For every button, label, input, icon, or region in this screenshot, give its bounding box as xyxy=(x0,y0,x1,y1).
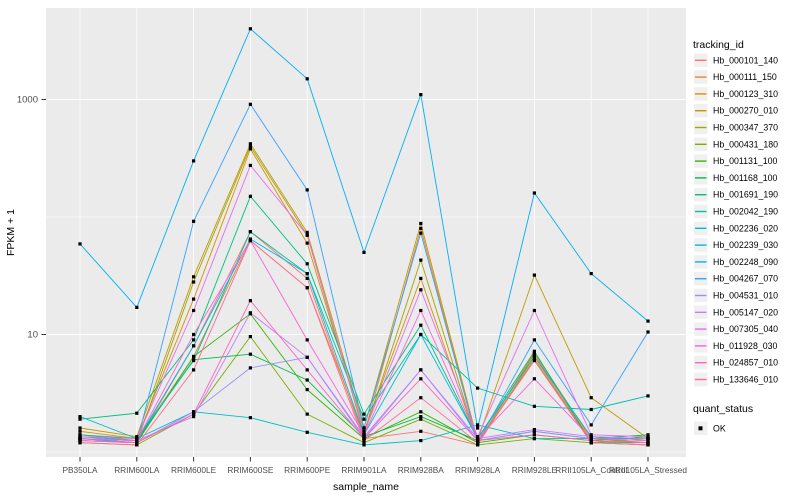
axis-ticks xyxy=(41,99,649,462)
svg-text:RRIM600LE: RRIM600LE xyxy=(171,465,217,475)
legend-item-Hb_011928_030: Hb_011928_030 xyxy=(694,339,778,353)
legend-item-label: Hb_005147_020 xyxy=(713,307,778,317)
legend-item-label: Hb_000101_140 xyxy=(713,55,778,65)
y-axis-title: FPKM + 1 xyxy=(5,209,17,256)
legend-item-label: Hb_011928_030 xyxy=(713,341,778,351)
quant-legend-item: OK xyxy=(694,421,726,435)
legend-tracking-id: tracking_id Hb_000101_140 Hb_000111_150 Hb_… xyxy=(693,39,778,387)
gridlines xyxy=(46,8,686,457)
y-axis-tick-labels: 10 1000 xyxy=(17,95,38,341)
legend-item-Hb_002042_190: Hb_002042_190 xyxy=(694,204,778,219)
plot-panel xyxy=(46,8,686,457)
legend-item-Hb_000270_010: Hb_000270_010 xyxy=(694,103,778,118)
svg-text:1000: 1000 xyxy=(17,95,38,106)
svg-text:RRIM600PE: RRIM600PE xyxy=(284,465,331,475)
ok-square-marker-icon xyxy=(698,426,703,431)
legend-item-Hb_000111_150: Hb_000111_150 xyxy=(694,70,777,84)
legend-item-Hb_000101_140: Hb_000101_140 xyxy=(694,53,778,67)
legend-item-label: Hb_002236_020 xyxy=(713,223,778,233)
svg-text:RRIM600LA: RRIM600LA xyxy=(114,465,160,475)
legend-item-Hb_000123_310: Hb_000123_310 xyxy=(694,87,778,101)
legend-item-Hb_000431_180: Hb_000431_180 xyxy=(694,137,778,151)
svg-text:RRII105LA_Control: RRII105LA_Control xyxy=(555,465,627,475)
quant-legend-item-label: OK xyxy=(713,423,726,433)
legend-item-Hb_002239_030: Hb_002239_030 xyxy=(694,238,778,252)
legend-item-Hb_133646_010: Hb_133646_010 xyxy=(694,372,778,387)
svg-text:PB350LA: PB350LA xyxy=(62,465,98,475)
legend-item-Hb_001691_190: Hb_001691_190 xyxy=(694,187,778,202)
legend-item-Hb_001131_100: Hb_001131_100 xyxy=(694,154,778,168)
svg-text:RRIM928LE: RRIM928LE xyxy=(512,465,558,475)
legend-quant-status: quant_status OK xyxy=(693,403,753,435)
legend-item-label: Hb_024857_010 xyxy=(713,358,778,368)
svg-text:RRIM600SE: RRIM600SE xyxy=(227,465,274,475)
legend-item-Hb_000347_370: Hb_000347_370 xyxy=(694,120,778,135)
x-axis-tick-labels: PB350LA RRIM600LA RRIM600LE RRIM600SE RRIM60… xyxy=(62,465,687,475)
legend-item-label: Hb_002239_030 xyxy=(713,240,778,250)
legend-item-label: Hb_002042_190 xyxy=(713,207,778,217)
svg-text:RRIM901LA: RRIM901LA xyxy=(341,465,387,475)
legend-item-label: Hb_001168_100 xyxy=(713,173,778,183)
data-points xyxy=(78,27,650,447)
svg-text:RRIM928LA: RRIM928LA xyxy=(455,465,501,475)
legend-item-label: Hb_004267_070 xyxy=(713,274,778,284)
svg-text:10: 10 xyxy=(27,330,38,341)
legend-item-Hb_002248_090: Hb_002248_090 xyxy=(694,255,778,269)
legend-item-Hb_007305_040: Hb_007305_040 xyxy=(694,322,778,336)
legend-item-label: Hb_001131_100 xyxy=(713,156,778,166)
legend-item-label: Hb_000431_180 xyxy=(713,139,778,149)
legend-item-label: Hb_002248_090 xyxy=(713,257,778,267)
legend-title: tracking_id xyxy=(693,39,744,51)
legend-item-label: Hb_007305_040 xyxy=(713,324,778,334)
svg-text:RRIM928BA: RRIM928BA xyxy=(398,465,445,475)
quant-legend-title: quant_status xyxy=(693,403,753,415)
legend-item-Hb_005147_020: Hb_005147_020 xyxy=(694,305,778,319)
legend-item-Hb_004267_070: Hb_004267_070 xyxy=(694,271,778,286)
legend-item-label: Hb_000111_150 xyxy=(713,72,777,82)
legend-item-label: Hb_001691_190 xyxy=(713,190,778,200)
legend-item-label: Hb_000347_370 xyxy=(713,123,778,133)
svg-text:RRII105LA_Stressed: RRII105LA_Stressed xyxy=(609,465,687,475)
legend-item-label: Hb_004531_010 xyxy=(713,291,778,301)
legend-item-Hb_024857_010: Hb_024857_010 xyxy=(694,355,778,370)
legend-item-label: Hb_133646_010 xyxy=(713,375,778,385)
legend-item-Hb_002236_020: Hb_002236_020 xyxy=(694,221,778,235)
legend-item-Hb_004531_010: Hb_004531_010 xyxy=(694,288,778,303)
legend-item-Hb_001168_100: Hb_001168_100 xyxy=(694,171,778,185)
legend-item-label: Hb_000270_010 xyxy=(713,106,778,116)
legend-item-label: Hb_000123_310 xyxy=(713,89,778,99)
x-axis-title: sample_name xyxy=(333,481,399,493)
